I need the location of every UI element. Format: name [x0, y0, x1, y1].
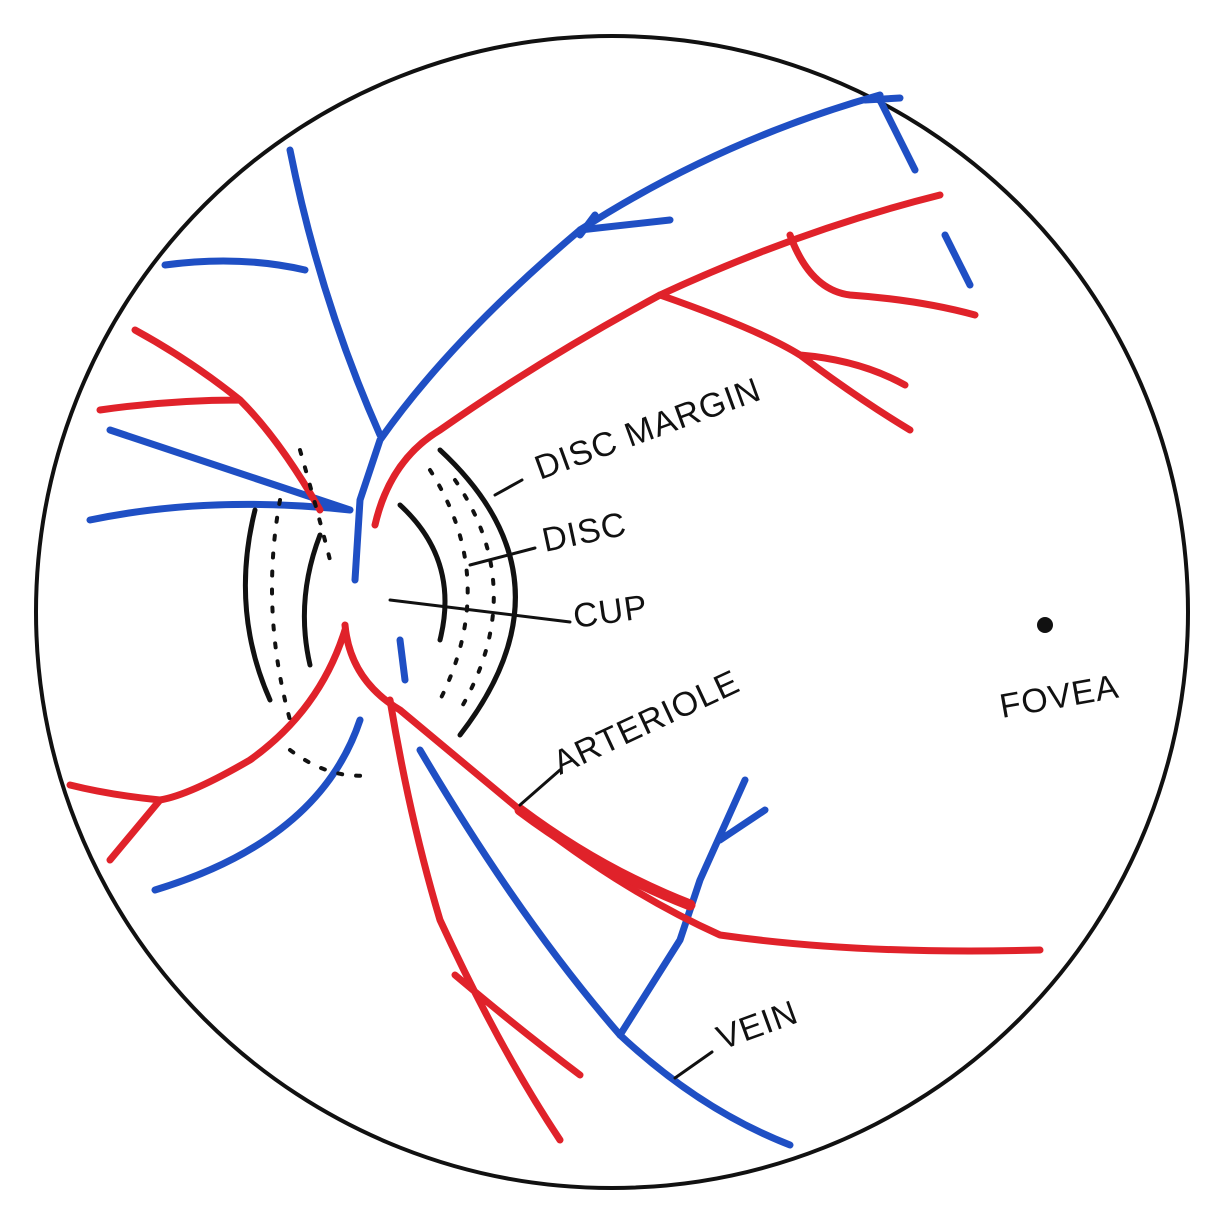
artery: [66, 626, 349, 864]
leader-line: [468, 546, 537, 567]
optic-disc: [242, 447, 518, 778]
cup-arc: [301, 532, 323, 668]
vein: [286, 146, 384, 439]
disc-stipple: [428, 468, 470, 702]
leaders: [388, 478, 714, 1080]
artery: [514, 804, 696, 911]
arteries: [66, 191, 1044, 1144]
artery: [96, 326, 324, 514]
label-arteriole: ARTERIOLE: [547, 663, 745, 782]
vein: [161, 257, 309, 274]
label-cup: CUP: [571, 588, 650, 636]
leader-line: [518, 768, 562, 807]
label-disc-margin: DISC MARGIN: [530, 371, 766, 488]
artery: [386, 696, 584, 1144]
disc-stipple: [270, 498, 292, 722]
label-disc: DISC: [539, 505, 630, 560]
veins: [86, 91, 974, 1149]
disc-margin-arc: [242, 507, 273, 703]
leader-line: [673, 1050, 714, 1080]
disc-stipple: [288, 748, 372, 778]
vein: [941, 231, 974, 289]
vein: [86, 426, 354, 524]
artery: [656, 291, 914, 434]
vein: [861, 94, 919, 174]
vein: [151, 716, 364, 894]
vein: [396, 636, 409, 684]
artery: [371, 191, 944, 529]
leader-line: [388, 598, 572, 624]
label-vein: VEIN: [712, 993, 803, 1057]
cup-arc: [397, 502, 448, 643]
disc-margin-arc: [437, 447, 518, 738]
vein: [576, 211, 674, 239]
disc-stipple: [453, 478, 496, 712]
artery: [786, 231, 979, 319]
leader-line: [493, 478, 524, 497]
eye-outline: [34, 34, 1190, 1190]
vein: [416, 746, 794, 1149]
label-fovea: FOVEA: [997, 668, 1122, 726]
fovea-dot: [1037, 617, 1053, 633]
